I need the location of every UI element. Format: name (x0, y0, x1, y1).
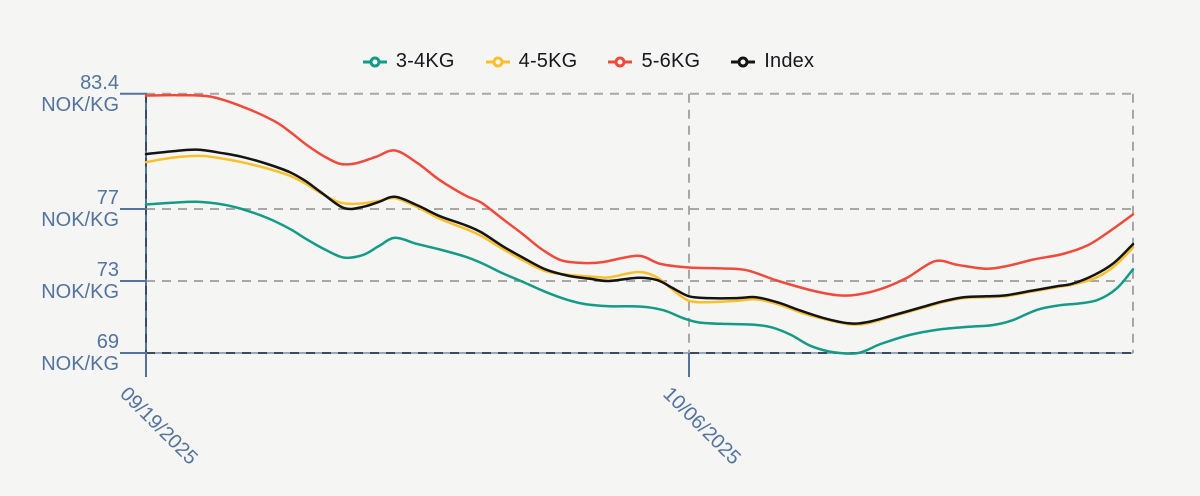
x-axis-tick-label: 10/06/2025 (658, 383, 744, 469)
x-axis-tick-label: 09/19/2025 (115, 383, 201, 469)
legend-marker-icon (731, 56, 756, 67)
legend-item-5-6kg[interactable]: 5-6KG (607, 50, 700, 73)
y-axis-tick-label: 83.4 (80, 72, 119, 94)
legend-marker-icon (485, 56, 510, 67)
legend-item-4-5kg[interactable]: 4-5KG (485, 50, 578, 73)
legend-item-index[interactable]: Index (730, 50, 814, 73)
legend-item-label: Index (764, 50, 815, 72)
legend-item-3-4kg[interactable]: 3-4KG (362, 50, 455, 73)
series-line-4-5kg (144, 154, 1135, 326)
y-axis-unit-label: NOK/KG (41, 94, 119, 116)
y-axis-unit-label: NOK/KG (41, 281, 119, 303)
legend-item-label: 4-5KG (518, 50, 578, 72)
chart-legend: 3-4KG 4-5KG 5-6KG Index (0, 50, 1188, 73)
y-axis-tick-label: 69 (97, 331, 119, 353)
legend-marker-icon (608, 56, 633, 67)
legend-marker-icon (362, 56, 387, 67)
y-axis-unit-label: NOK/KG (41, 209, 119, 231)
y-axis-unit-label: NOK/KG (41, 353, 119, 375)
y-axis-tick-label: 73 (97, 259, 119, 281)
series-line-5-6kg (144, 93, 1135, 297)
y-axis-tick-label: 77 (97, 187, 119, 209)
series-line-3-4kg (144, 200, 1135, 355)
legend-item-label: 3-4KG (395, 50, 455, 72)
legend-item-label: 5-6KG (641, 50, 701, 72)
series-line-index (144, 148, 1135, 325)
